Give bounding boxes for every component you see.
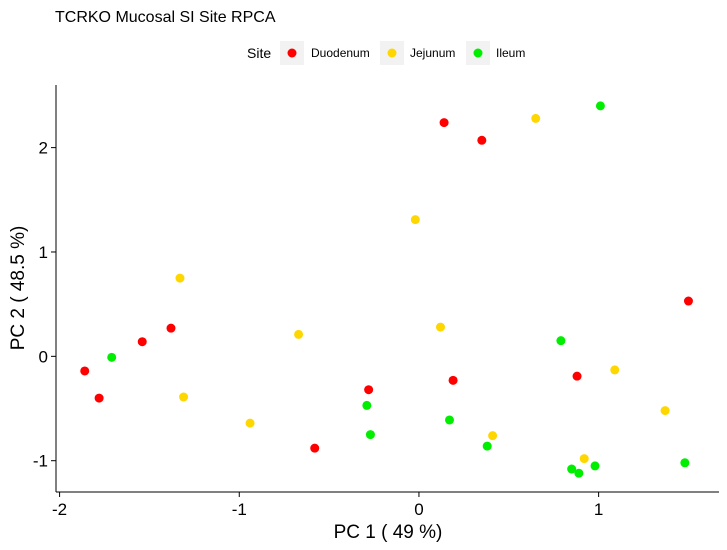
point-jejunum (179, 392, 189, 402)
point-duodenum (137, 337, 147, 347)
point-duodenum (310, 443, 320, 453)
point-jejunum (531, 113, 541, 123)
point-jejunum (579, 454, 589, 464)
point-jejunum (436, 322, 446, 332)
point-jejunum (294, 329, 304, 339)
x-axis-ticks: -2 -1 0 1 (52, 492, 603, 519)
x-tick-label: 0 (414, 500, 423, 519)
point-jejunum (610, 365, 620, 375)
point-ileum (567, 464, 577, 474)
data-points (80, 101, 693, 478)
legend-item-jejunum: Jejunum (380, 41, 455, 65)
y-tick-label: 2 (39, 139, 48, 158)
legend-swatch-jejunum (387, 48, 397, 58)
point-duodenum (80, 366, 90, 376)
legend: Site Duodenum Jejunum Ileum (247, 41, 525, 65)
point-jejunum (660, 406, 670, 416)
legend-swatch-ileum (473, 48, 483, 58)
y-tick-label: 1 (39, 243, 48, 262)
legend-label-ileum: Ileum (496, 46, 525, 60)
point-duodenum (477, 135, 487, 145)
point-duodenum (572, 371, 582, 381)
point-ileum (362, 400, 372, 410)
x-tick-label: -2 (52, 500, 67, 519)
point-jejunum (488, 431, 498, 441)
legend-label-duodenum: Duodenum (311, 46, 370, 60)
point-duodenum (94, 393, 104, 403)
y-tick-label: -1 (33, 452, 48, 471)
point-ileum (365, 430, 375, 440)
legend-swatch-duodenum (287, 48, 297, 58)
legend-item-duodenum: Duodenum (280, 41, 370, 65)
y-axis-title: PC 2 ( 48.5 %) (8, 226, 29, 351)
point-ileum (595, 101, 605, 111)
x-tick-label: -1 (232, 500, 247, 519)
point-ileum (482, 441, 492, 451)
point-jejunum (410, 215, 420, 225)
point-duodenum (683, 296, 693, 306)
x-axis-title: PC 1 ( 49 %) (334, 522, 443, 543)
chart-title: TCRKO Mucosal SI Site RPCA (55, 9, 276, 26)
point-duodenum (448, 375, 458, 385)
point-ileum (444, 415, 454, 425)
point-ileum (556, 336, 566, 346)
y-axis-ticks: -1 0 1 2 (33, 139, 56, 471)
point-ileum (680, 458, 690, 468)
point-jejunum (245, 418, 255, 428)
legend-label-jejunum: Jejunum (410, 46, 455, 60)
point-ileum (107, 352, 117, 362)
legend-item-ileum: Ileum (466, 41, 525, 65)
point-duodenum (166, 323, 176, 333)
y-tick-label: 0 (39, 347, 48, 366)
point-jejunum (175, 273, 185, 283)
point-duodenum (439, 118, 449, 128)
legend-title: Site (247, 45, 271, 61)
point-duodenum (364, 385, 374, 395)
x-tick-label: 1 (594, 500, 603, 519)
point-ileum (590, 461, 600, 471)
point-ileum (574, 468, 584, 478)
